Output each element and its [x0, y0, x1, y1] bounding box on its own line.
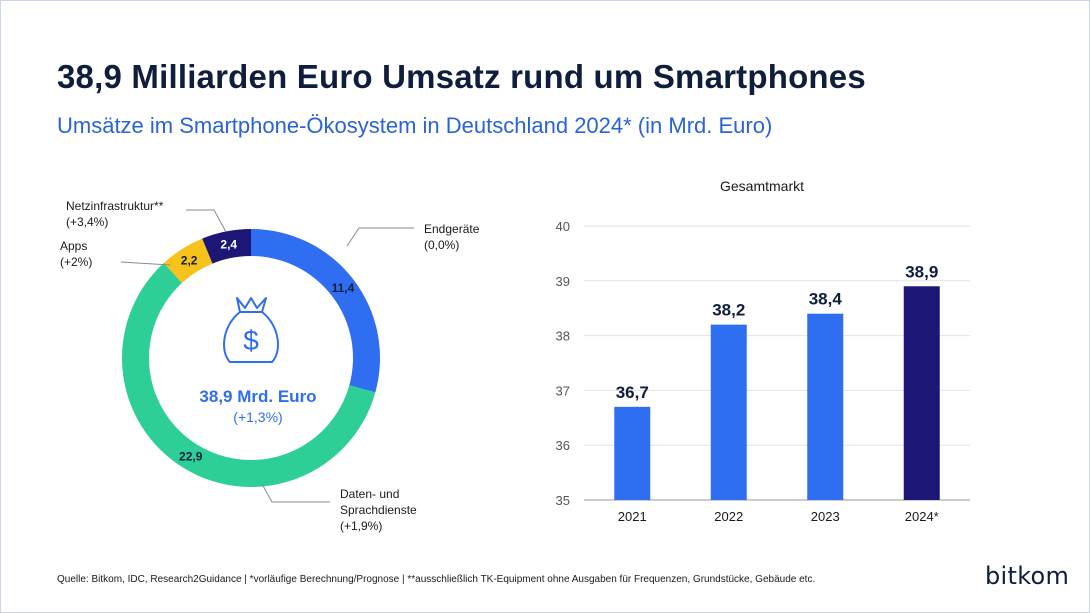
page-subtitle: Umsätze im Smartphone-Ökosystem in Deuts…	[57, 113, 773, 138]
donut-change-label-3: (+2%)	[60, 255, 92, 269]
bar-1	[614, 406, 651, 500]
donut-leader-line-2	[261, 483, 330, 503]
donut-change-label-2: (+1,9%)	[340, 519, 382, 533]
y-tick-label-5: 39	[556, 274, 570, 289]
donut-leader-line-1	[346, 227, 414, 247]
bar-value-label-1: 36,7	[616, 383, 649, 402]
donut-value-label-2: 22,9	[179, 450, 203, 464]
donut-value-label-3: 2,2	[181, 253, 198, 267]
donut-slice-3	[163, 238, 213, 283]
page-title: 38,9 Milliarden Euro Umsatz rund um Smar…	[57, 58, 866, 95]
donut-category-label-4: Netzinfrastruktur**	[66, 199, 164, 213]
y-tick-label-2: 36	[556, 438, 570, 453]
donut-slice-4	[202, 229, 251, 264]
bar-value-label-2: 38,2	[712, 301, 745, 320]
bar-chart-title: Gesamtmarkt	[720, 178, 804, 194]
donut-chart	[121, 229, 380, 487]
x-tick-label-3: 2023	[811, 509, 840, 524]
y-tick-label-1: 35	[556, 493, 570, 508]
donut-leader-line-3	[120, 261, 171, 266]
bar-4	[903, 286, 940, 500]
donut-slice-1	[251, 229, 380, 393]
donut-center-value: 38,9 Mrd. Euro	[199, 387, 316, 406]
bar-chart: 35 36 37 38 39 40 36,7 2021 38,2 2022 38,4 2023 38,9…	[556, 219, 970, 524]
donut-labels: 11,4 22,9 2,2 2,4 Endgeräte (0,0%) Daten- und S…	[60, 199, 480, 533]
bar-value-label-3: 38,4	[809, 290, 843, 309]
y-tick-label-3: 37	[556, 383, 570, 398]
donut-category-label-2: Sprachdienste	[340, 503, 417, 517]
bitkom-logo: bitkom	[985, 562, 1070, 590]
donut-leader-line-4	[186, 209, 227, 233]
donut-value-label-4: 2,4	[220, 238, 237, 252]
donut-change-label-4: (+3,4%)	[66, 215, 108, 229]
y-tick-label-6: 40	[556, 219, 570, 234]
bar-2	[710, 324, 747, 500]
donut-category-label-2: Daten- und	[340, 487, 399, 501]
donut-center-change: (+1,3%)	[233, 409, 282, 425]
money-bag-icon	[223, 297, 279, 363]
donut-value-label-1: 11,4	[332, 281, 355, 295]
footer-source: Quelle: Bitkom, IDC, Research2Guidance |…	[57, 574, 816, 585]
bar-3	[807, 313, 844, 500]
dollar-sign-icon: $	[243, 325, 259, 356]
donut-category-label-1: Endgeräte	[424, 222, 480, 236]
donut-slice-2	[121, 262, 376, 487]
bar-value-label-4: 38,9	[905, 262, 938, 281]
x-tick-label-4: 2024*	[905, 509, 939, 524]
donut-change-label-1: (0,0%)	[424, 238, 459, 252]
x-tick-label-2: 2022	[714, 509, 743, 524]
y-tick-label-4: 38	[556, 329, 570, 344]
donut-category-label-3: Apps	[60, 239, 87, 253]
x-tick-label-1: 2021	[618, 509, 647, 524]
